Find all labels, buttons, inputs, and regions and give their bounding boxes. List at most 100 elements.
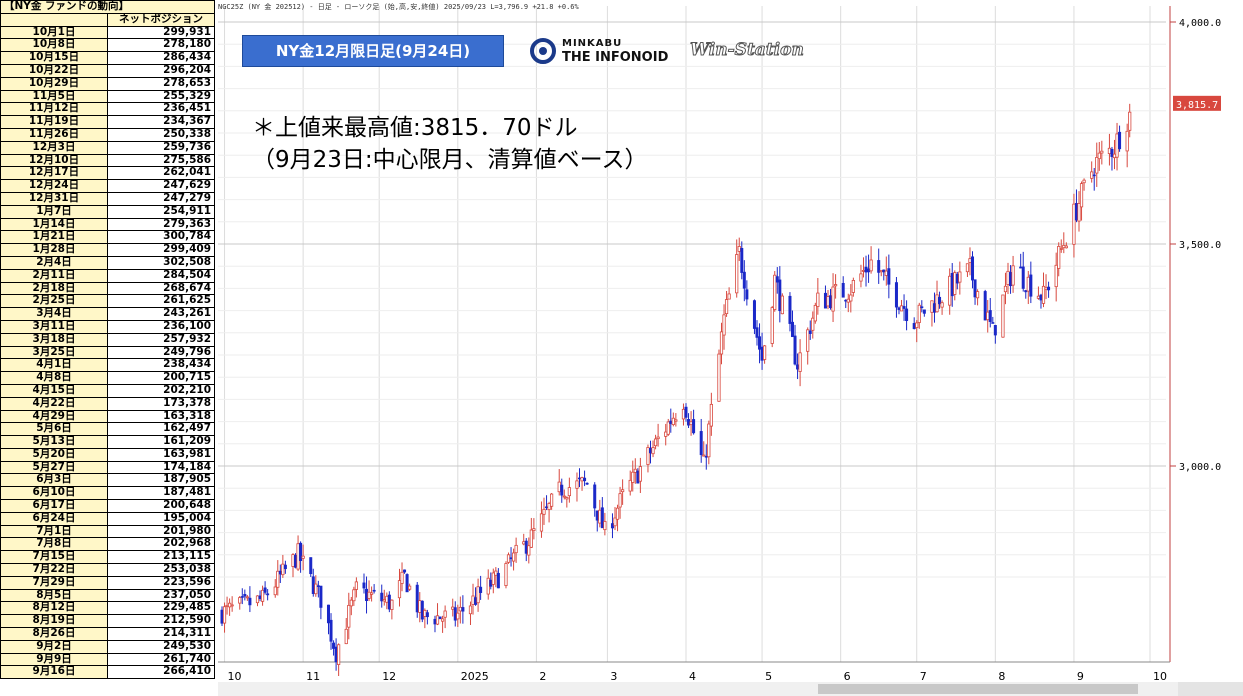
- candle-body: [314, 583, 318, 595]
- candle-body: [684, 406, 688, 418]
- candle-body: [649, 447, 653, 454]
- candle-body: [897, 307, 901, 310]
- table-row: 6月17日 200,648: [0, 499, 215, 513]
- candle-body: [796, 364, 800, 370]
- candle-body: [529, 529, 533, 548]
- candle-body: [557, 481, 561, 493]
- annotation-line-2: （9月23日:中心限月、清算値ベース）: [252, 147, 648, 173]
- row-net-position: 223,596: [107, 575, 215, 590]
- candle-body: [296, 543, 300, 570]
- last-price-label: 3,815.7: [1176, 100, 1218, 111]
- row-date: 2月11日: [0, 268, 108, 283]
- x-tick-label: 10: [228, 670, 242, 683]
- candle-body: [471, 595, 475, 605]
- row-date: 7月8日: [0, 537, 108, 552]
- candle-body: [524, 540, 528, 554]
- net-position-column-header: ネットポジション: [107, 12, 215, 27]
- candle-body: [440, 618, 445, 622]
- candle-body: [615, 507, 620, 520]
- candle-body: [707, 423, 711, 458]
- candle-body: [664, 431, 668, 437]
- candle-body: [273, 586, 277, 596]
- candle-body: [509, 557, 513, 560]
- candle-body: [1024, 290, 1028, 293]
- table-row: 4月15日 202,210: [0, 383, 215, 398]
- table-row: 4月1日 238,434: [0, 358, 215, 373]
- row-date: 2月4日: [0, 255, 108, 270]
- candle-body: [864, 266, 868, 273]
- candle-body: [1006, 270, 1010, 285]
- candle-body: [542, 508, 546, 515]
- candle-body: [953, 272, 957, 295]
- candle-body: [841, 282, 845, 298]
- candle-body: [489, 579, 493, 587]
- table-row: 5月27日 174,184: [0, 460, 215, 475]
- table-row: 4月22日 173,378: [0, 396, 215, 411]
- candle-body: [1003, 285, 1008, 293]
- candle-body: [309, 557, 313, 575]
- candle-body: [337, 644, 341, 665]
- candle-body: [575, 480, 579, 489]
- candle-body: [1095, 157, 1099, 174]
- candle-body: [405, 574, 409, 593]
- candle-body: [372, 589, 376, 592]
- candle-body: [867, 268, 871, 273]
- candle-body: [443, 610, 447, 618]
- table-row: 8月12日 229,485: [0, 601, 215, 616]
- candle-body: [326, 604, 330, 624]
- row-net-position: 202,968: [107, 537, 215, 552]
- candle-body: [496, 572, 500, 589]
- candle-body: [798, 352, 802, 372]
- candle-body: [222, 606, 227, 624]
- candle-body: [628, 479, 632, 492]
- row-date: 10月8日: [0, 38, 108, 53]
- candle-body: [894, 282, 898, 308]
- table-row: 5月13日 161,209: [0, 435, 215, 449]
- candle-body: [1072, 203, 1076, 245]
- row-date: 1月28日: [0, 243, 108, 257]
- x-tick-label: 11: [306, 670, 320, 683]
- candle-body: [846, 298, 850, 303]
- candle-body: [831, 286, 835, 312]
- candle-body: [669, 420, 673, 424]
- candle-body: [636, 470, 640, 484]
- gold-futures-chart: 10 11 12 2025 2 3 4 5 6 7 8 9 10 4,000.0 3,500.0 3,000.…: [218, 0, 1243, 696]
- candle-body: [390, 599, 394, 610]
- row-net-position: 299,931: [107, 25, 215, 40]
- row-date: 7月22日: [0, 563, 108, 577]
- table-row: 7月1日 201,980: [0, 524, 215, 539]
- table-row: 5月20日 163,981: [0, 447, 215, 462]
- candle-body: [316, 585, 320, 587]
- candle-body: [948, 275, 952, 306]
- table-row: 11月12日 236,451: [0, 102, 215, 117]
- row-date: 6月24日: [0, 511, 108, 526]
- candle-body: [773, 274, 777, 310]
- candle-body: [656, 436, 660, 440]
- candle-body: [435, 615, 440, 625]
- row-net-position: 250,338: [107, 127, 215, 142]
- candle-body: [724, 299, 729, 315]
- row-date: 1月21日: [0, 230, 108, 245]
- minkabu-logo-icon: [530, 38, 556, 64]
- table-row: 11月5日 255,329: [0, 89, 215, 104]
- chart-background: [218, 0, 1243, 696]
- candle-body: [260, 589, 265, 602]
- candle-body: [788, 295, 792, 324]
- candle-body: [882, 269, 886, 273]
- candle-body: [1064, 245, 1068, 249]
- candle-body: [362, 582, 366, 589]
- candle-body: [651, 447, 655, 455]
- table-row: 1月14日 279,363: [0, 217, 215, 232]
- x-tick-label: 8: [998, 670, 1005, 683]
- candle-body: [319, 585, 323, 608]
- candle-body: [1107, 147, 1112, 155]
- table-row: 11月26日 250,338: [0, 127, 215, 142]
- candle-body: [735, 254, 739, 294]
- candle-body: [674, 419, 678, 422]
- candle-body: [719, 331, 724, 355]
- row-net-position: 284,504: [107, 268, 215, 283]
- scrollbar-buttons: [1178, 682, 1243, 696]
- candle-body: [1001, 294, 1005, 338]
- row-date: 1月7日: [0, 204, 108, 219]
- candle-body: [631, 471, 635, 483]
